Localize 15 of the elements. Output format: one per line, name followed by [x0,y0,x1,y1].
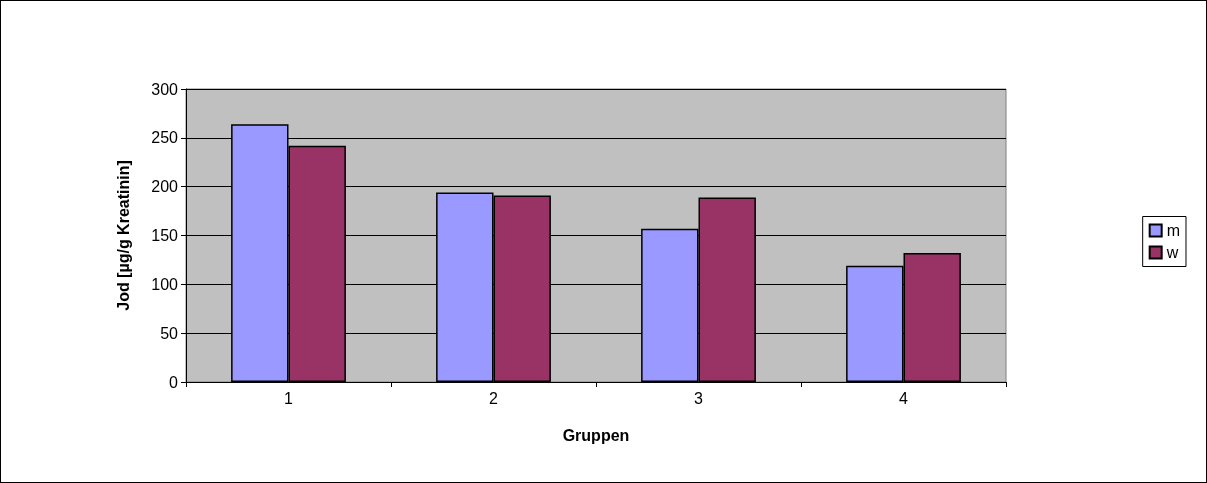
y-tick-label: 100 [151,275,179,293]
legend-label: w [1165,244,1179,261]
y-tick-label: 50 [160,324,179,342]
y-tick-label: 200 [151,178,179,196]
y-tick-label: 250 [151,129,179,147]
x-axis-title: Gruppen [562,426,630,444]
y-axis-title: Jod [µg/g Kreatinin] [114,160,132,311]
y-tick-label: 0 [169,373,179,391]
y-tick-label: 150 [151,227,179,244]
y-tick-label: 300 [151,80,179,98]
x-tick-label: 4 [899,389,909,407]
x-tick-label: 3 [694,389,704,407]
legend-label: m [1166,222,1180,239]
x-tick-label: 2 [489,389,499,407]
x-tick-label: 1 [284,389,294,407]
